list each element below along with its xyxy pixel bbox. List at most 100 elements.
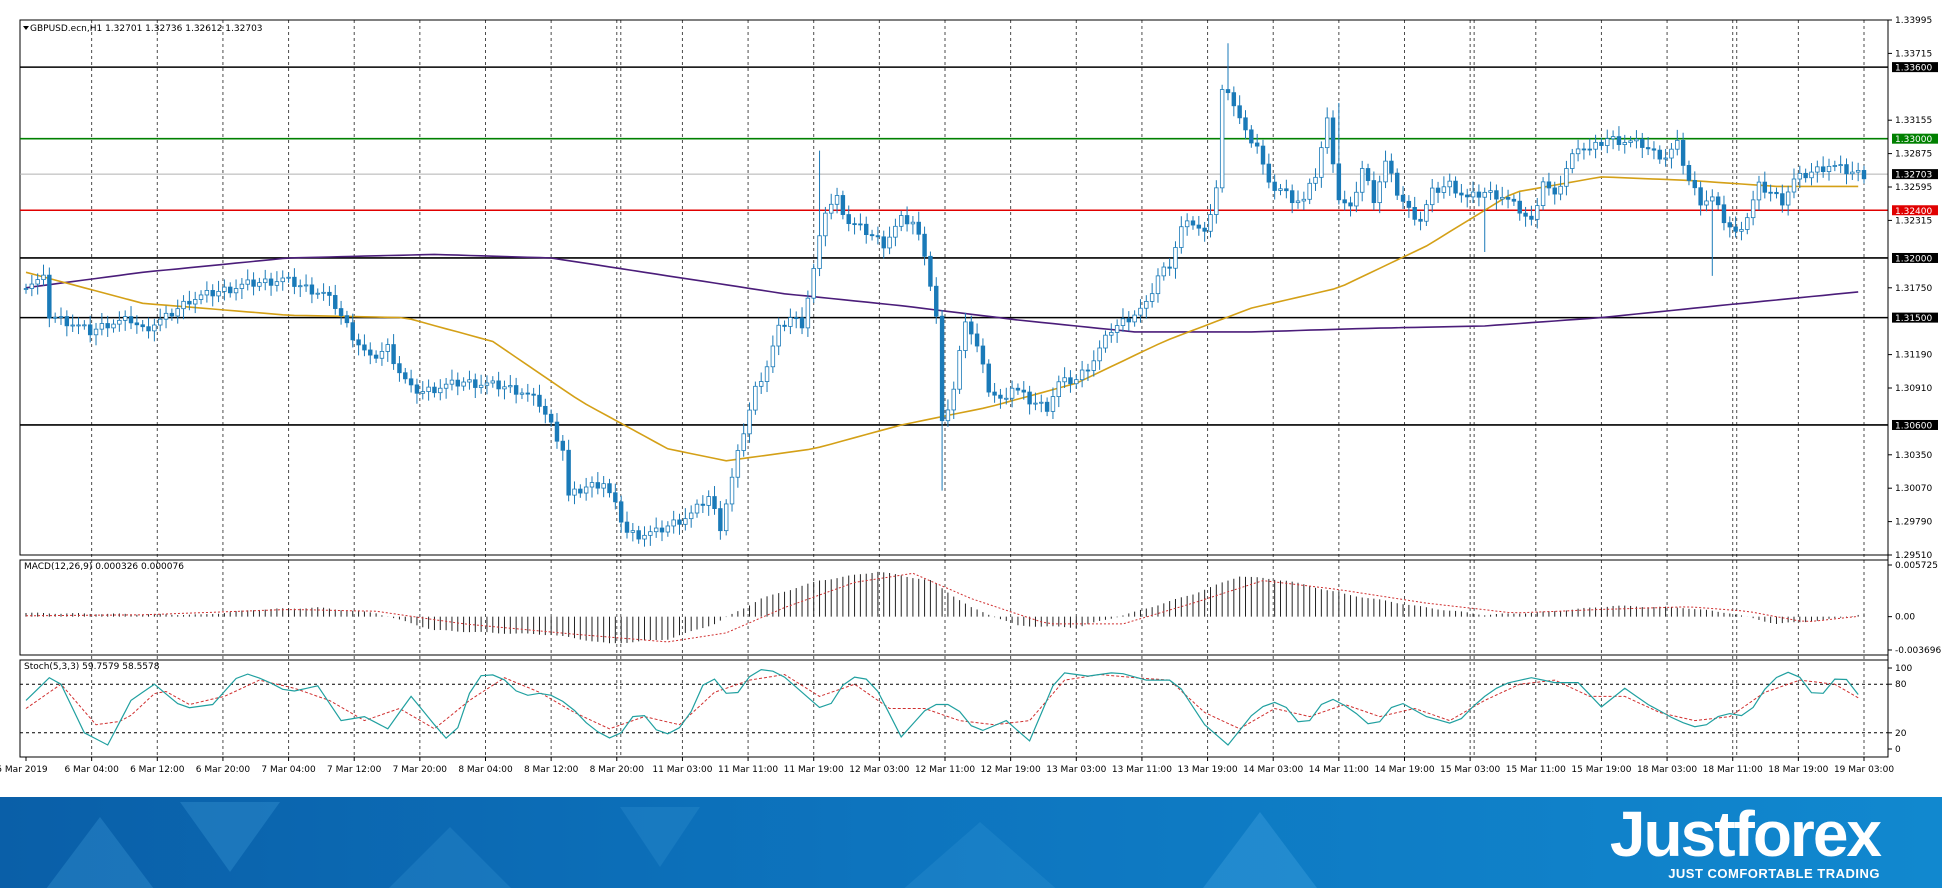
- candle-body: [963, 321, 968, 351]
- candle-body: [840, 195, 846, 215]
- candle-body: [1085, 369, 1091, 372]
- candle-body: [303, 284, 309, 287]
- candle-body: [1482, 191, 1487, 198]
- candle-body: [1050, 396, 1056, 412]
- candle-body: [47, 274, 52, 319]
- candle-body: [519, 392, 525, 395]
- candle-body: [1272, 181, 1277, 191]
- candle-body: [1243, 117, 1248, 131]
- candle-body: [1523, 212, 1528, 217]
- candle-body: [1430, 187, 1435, 206]
- candle-body: [420, 391, 425, 394]
- candle-body: [1546, 181, 1552, 189]
- candle-body: [969, 321, 974, 335]
- y-tick-label: 1.32315: [1895, 216, 1932, 226]
- candle-body: [1324, 117, 1330, 149]
- candle-body: [70, 324, 75, 327]
- candle-body: [198, 294, 204, 300]
- y-tick-label: 1.30070: [1895, 484, 1932, 494]
- candle-body: [1815, 166, 1820, 173]
- candle-body: [333, 295, 338, 309]
- candle-body: [578, 488, 583, 494]
- candle-body: [152, 324, 157, 332]
- candle-body: [543, 405, 548, 415]
- candle-body: [1791, 178, 1797, 193]
- candle-body: [1190, 220, 1196, 226]
- candle-body: [82, 324, 87, 327]
- x-tick-label: 12 Mar 03:00: [849, 765, 909, 775]
- price-candles: [23, 43, 1867, 547]
- candle-body: [1663, 157, 1668, 160]
- x-tick-label: 7 Mar 12:00: [327, 765, 382, 775]
- candle-body: [408, 378, 414, 386]
- candle-body: [712, 496, 717, 509]
- candle-body: [467, 379, 472, 383]
- candle-body: [64, 316, 70, 327]
- candle-body: [1593, 141, 1598, 150]
- candle-body: [122, 316, 128, 321]
- y-tick-label: 1.33155: [1895, 116, 1932, 126]
- level-tags: 1.33600 1.33000 1.32400 1.32000 1.31500 1.306…: [1892, 62, 1938, 431]
- candle-body: [1657, 149, 1662, 160]
- candle-body: [1266, 163, 1272, 183]
- candle-body: [583, 486, 589, 494]
- macd-header: MACD(12,26,9) 0.000326 0.000076: [24, 562, 184, 572]
- candle-body: [1365, 168, 1371, 181]
- level-tag-label: 1.30600: [1895, 421, 1932, 431]
- level-tag-label: 1.33600: [1895, 64, 1932, 74]
- candle-body: [1774, 191, 1779, 195]
- price-axis: 1.33995 1.33715 1.33155 1.32875 1.32595 1.323…: [1887, 16, 1941, 757]
- candle-body: [1138, 307, 1143, 316]
- candle-body: [811, 268, 816, 299]
- candle-body: [1394, 172, 1400, 196]
- candle-body: [432, 386, 437, 394]
- candle-body: [1529, 215, 1534, 220]
- x-tick-label: 6 Mar 12:00: [130, 765, 185, 775]
- candle-body: [1044, 401, 1050, 412]
- candle-body: [362, 344, 367, 351]
- banner-shape: [900, 822, 1060, 888]
- candle-body: [1004, 397, 1009, 400]
- candle-body: [1412, 206, 1417, 220]
- x-tick-label: 5 Mar 2019: [0, 765, 48, 775]
- candle-body: [1348, 202, 1353, 207]
- candle-body: [1610, 136, 1616, 140]
- candle-body: [729, 476, 735, 505]
- candle-body: [1144, 300, 1149, 309]
- candle-body: [1039, 401, 1044, 404]
- x-tick-label: 13 Mar 11:00: [1112, 765, 1172, 775]
- candle-body: [1826, 165, 1832, 173]
- candle-body: [694, 503, 700, 514]
- collapse-triangle-icon[interactable]: [23, 26, 29, 30]
- candle-body: [636, 530, 641, 540]
- candle-body: [181, 300, 186, 310]
- x-tick-label: 18 Mar 19:00: [1768, 765, 1828, 775]
- banner-shape: [1200, 812, 1320, 888]
- candle-body: [373, 354, 379, 359]
- candle-body: [1319, 147, 1324, 178]
- candle-body: [1009, 387, 1015, 399]
- x-tick-label: 11 Mar 11:00: [718, 765, 778, 775]
- candle-body: [916, 221, 921, 235]
- candle-body: [163, 312, 169, 320]
- candle-body: [1027, 391, 1032, 405]
- candle-body: [1342, 199, 1347, 204]
- candle-body: [274, 281, 280, 286]
- candle-body: [1570, 153, 1575, 169]
- candle-body: [193, 299, 198, 305]
- level-tag: [1892, 419, 1938, 430]
- candle-body: [572, 488, 577, 496]
- candle-body: [117, 319, 122, 325]
- candle-body: [1628, 140, 1633, 143]
- candle-body: [1074, 379, 1079, 385]
- candle-body: [893, 225, 898, 238]
- y-tick-label: 1.31190: [1895, 351, 1932, 361]
- candle-body: [747, 409, 752, 435]
- y-tick-label: 20: [1895, 729, 1907, 739]
- candle-body: [618, 501, 624, 523]
- candle-body: [41, 274, 46, 281]
- candle-body: [560, 440, 566, 451]
- candle-body: [1511, 198, 1517, 202]
- candle-body: [1091, 360, 1096, 371]
- candle-body: [1184, 220, 1190, 228]
